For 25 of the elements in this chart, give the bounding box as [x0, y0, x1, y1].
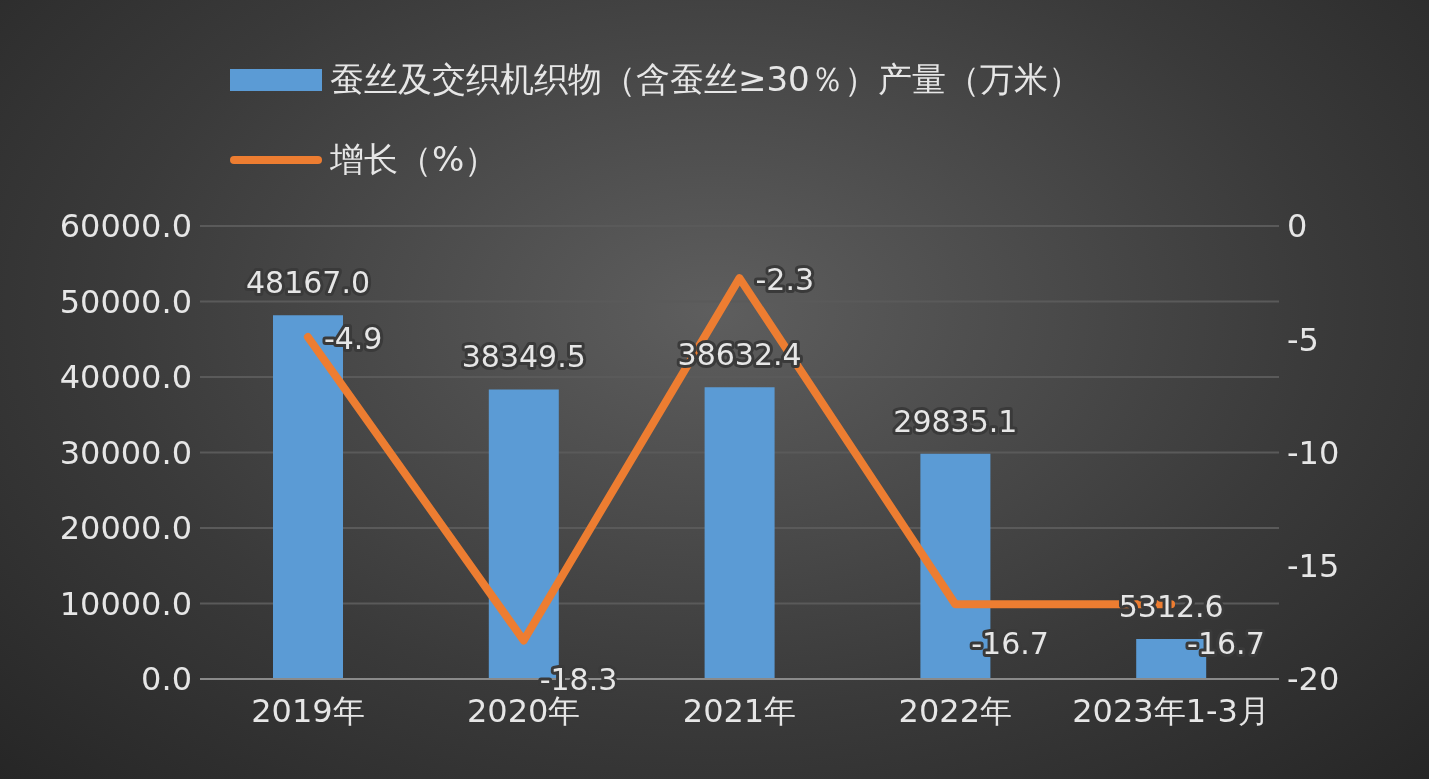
x-tick-label: 2023年1-3月 [1072, 691, 1270, 730]
legend-label: 蚕丝及交织机织物（含蚕丝≥30％）产量（万米） [330, 58, 1082, 101]
data-label: 29835.1 [893, 403, 1018, 439]
y-tick-label: 40000.0 [59, 358, 192, 397]
y-tick-label: 30000.0 [59, 433, 192, 472]
y2-tick-label: 0 [1287, 207, 1308, 246]
x-tick-label: 2019年 [251, 691, 365, 730]
y2-tick-label: -20 [1287, 660, 1340, 699]
x-tick-label: 2022年 [898, 691, 1013, 730]
data-label: -16.7 [1187, 626, 1265, 662]
y2-tick-label: -15 [1287, 547, 1340, 586]
legend-label: 增长（%） [330, 138, 499, 181]
data-label: 38349.5 [461, 339, 586, 375]
y-tick-label: 20000.0 [59, 509, 192, 548]
y-tick-label: 50000.0 [59, 282, 192, 321]
y-tick-label: 0.0 [141, 660, 192, 699]
y-tick-label: 10000.0 [59, 584, 192, 623]
data-label: 48167.0 [245, 265, 371, 301]
y2-tick-label: -10 [1287, 433, 1340, 472]
y-tick-label: 60000.0 [59, 207, 192, 246]
data-label: -2.3 [755, 262, 815, 298]
x-tick-label: 2020年 [466, 691, 581, 730]
data-label: 5312.6 [1118, 588, 1224, 624]
y2-tick-label: -5 [1287, 320, 1319, 359]
x-tick-label: 2021年 [682, 691, 797, 730]
